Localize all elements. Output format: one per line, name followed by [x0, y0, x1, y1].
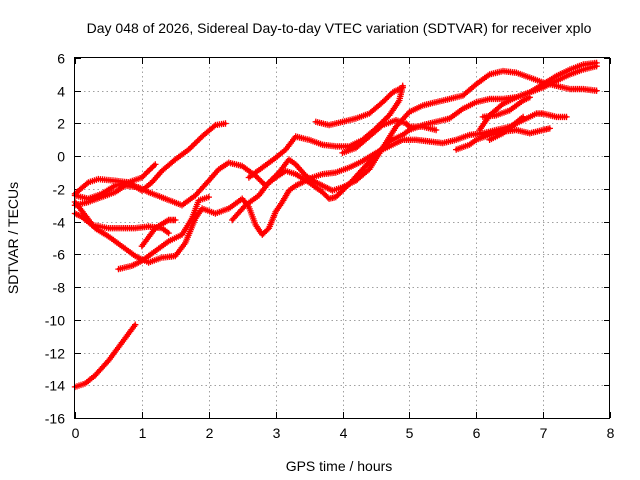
chart-title: Day 048 of 2026, Sidereal Day-to-day VTE…: [87, 20, 592, 36]
series-markers: [479, 94, 533, 121]
data-series-track-03: [71, 120, 229, 202]
data-series-track-14: [476, 63, 600, 134]
y-axis-label: SDTVAR / TECUs: [5, 182, 21, 294]
y-tick-label: -10: [45, 313, 65, 329]
y-tick-label: 4: [57, 84, 65, 100]
series-markers: [245, 82, 406, 181]
x-tick-label: 0: [72, 425, 80, 441]
y-tick-label: -4: [53, 215, 66, 231]
data-series-track-08: [138, 216, 179, 250]
y-tick-label: -6: [53, 247, 66, 263]
axis-ticks: [75, 58, 611, 419]
x-tick-label: 5: [406, 425, 414, 441]
data-series-track-11: [312, 84, 406, 129]
y-axis-tick-labels: -16 -14 -12 -10 -8 -6 -4 -2 0 2 4 6: [45, 51, 65, 427]
grid-lines: [75, 58, 610, 418]
x-tick-label: 6: [473, 425, 481, 441]
series-markers: [312, 84, 406, 129]
x-tick-label: 4: [340, 425, 348, 441]
x-tick-label: 7: [540, 425, 548, 441]
x-tick-label: 3: [273, 425, 281, 441]
y-tick-label: -8: [53, 280, 66, 296]
series-markers: [486, 113, 527, 143]
plot-frame: [74, 57, 610, 419]
series-markers: [115, 193, 212, 273]
data-series-track-07: [115, 193, 212, 273]
x-tick-label: 1: [139, 425, 147, 441]
data-series-track-01: [71, 321, 139, 391]
x-tick-label: 2: [206, 425, 214, 441]
y-tick-label: 2: [57, 116, 65, 132]
y-tick-label: -16: [45, 411, 65, 427]
y-tick-label: 6: [57, 51, 65, 67]
series-markers: [71, 120, 229, 202]
data-series-track-15: [479, 94, 533, 121]
series-markers: [71, 321, 139, 391]
x-axis-label: GPS time / hours: [286, 458, 393, 474]
data-series-group: [71, 59, 600, 391]
series-markers: [339, 117, 440, 157]
data-series-track-04: [71, 59, 600, 209]
y-tick-label: 0: [57, 149, 65, 165]
y-tick-label: -14: [45, 378, 65, 394]
x-axis-tick-labels: 0 1 2 3 4 5 6 7 8: [72, 425, 615, 441]
series-markers: [138, 216, 179, 250]
series-line: [247, 84, 405, 179]
series-markers: [453, 125, 553, 153]
data-series-track-16: [486, 113, 527, 143]
y-tick-label: -12: [45, 346, 65, 362]
series-markers: [71, 59, 600, 209]
x-tick-label: 8: [607, 425, 615, 441]
y-tick-label: -2: [53, 182, 66, 198]
data-series-track-12: [339, 117, 440, 157]
data-series-track-10: [245, 82, 406, 181]
data-series-track-13: [453, 125, 553, 153]
